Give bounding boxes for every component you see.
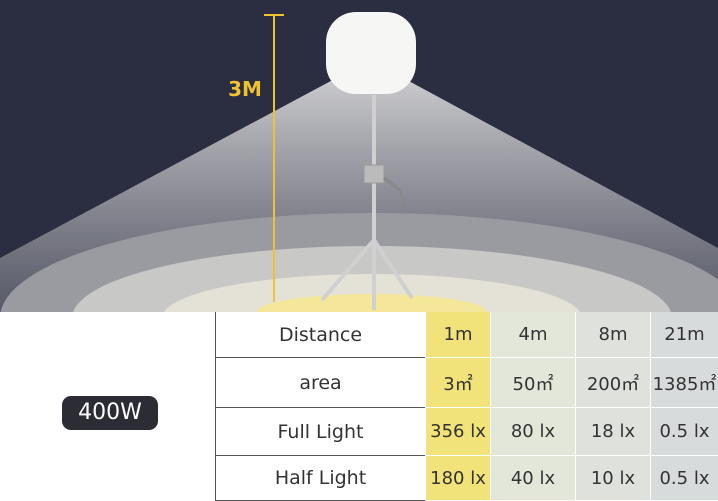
table-cell: 3㎡ <box>425 358 490 408</box>
table-cell: 8m <box>575 312 650 358</box>
spec-table: Distance 1m 4m 8m 21m area 3㎡ 50㎡ 200㎡ 1385㎡ Full … <box>215 312 718 501</box>
row-label: Full Light <box>215 408 425 456</box>
tripod <box>320 95 414 310</box>
lamp-balloon <box>326 12 416 94</box>
table-cell: 200㎡ <box>575 358 650 408</box>
height-marker <box>264 14 284 302</box>
table-cell: 50㎡ <box>490 358 575 408</box>
table-cell: 80 lx <box>490 408 575 456</box>
table-cell: 1m <box>425 312 490 358</box>
row-label: area <box>215 358 425 408</box>
table-cell: 0.5 lx <box>650 456 718 501</box>
table-cell: 18 lx <box>575 408 650 456</box>
row-label: Half Light <box>215 456 425 501</box>
table-cell: 180 lx <box>425 456 490 501</box>
table-cell: 0.5 lx <box>650 408 718 456</box>
spec-panel: 400W Distance 1m 4m 8m 21m area 3㎡ 50㎡ 200㎡ 1385㎡… <box>0 312 718 501</box>
table-cell: 1385㎡ <box>650 358 718 408</box>
table-cell: 356 lx <box>425 408 490 456</box>
power-badge: 400W <box>62 396 158 430</box>
table-cell: 40 lx <box>490 456 575 501</box>
row-label: Distance <box>215 312 425 358</box>
table-cell: 21m <box>650 312 718 358</box>
scene: 3M <box>0 12 718 312</box>
table-cell: 10 lx <box>575 456 650 501</box>
table-cell: 4m <box>490 312 575 358</box>
height-label: 3M <box>228 77 262 101</box>
